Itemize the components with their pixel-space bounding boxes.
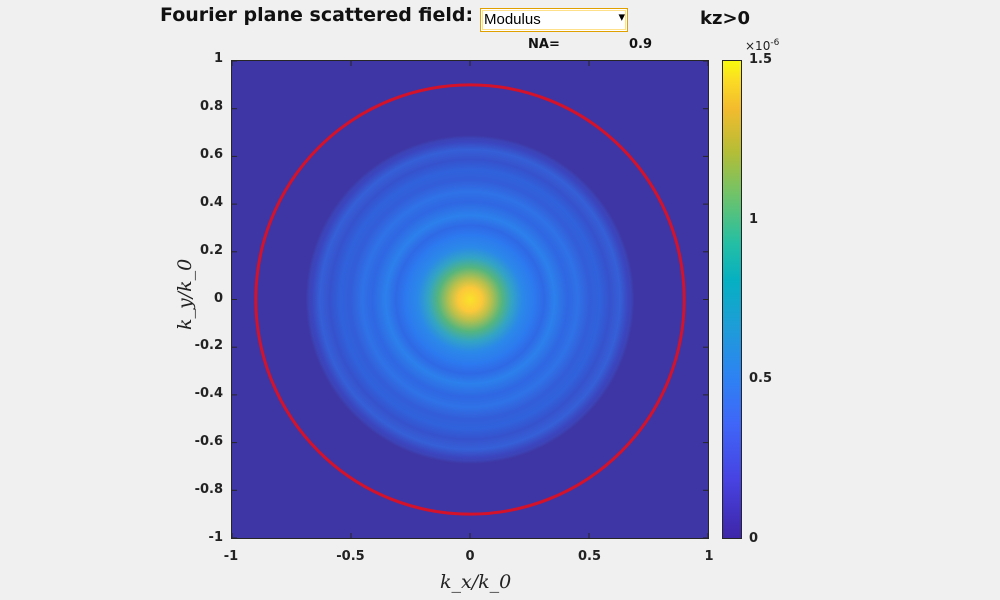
chevron-down-icon: ▾ [618,9,625,24]
x-tick-label: 1 [704,549,714,564]
colorbar-tick-label: 0 [749,531,759,546]
colorbar-exponent: ×10-6 [745,38,779,53]
colorbar-exponent-base: ×10 [745,39,771,53]
mode-dropdown[interactable]: Modulus ▾ [480,8,628,32]
y-tick-label: 0 [213,290,223,306]
y-tick-label: 0.2 [199,242,223,258]
y-tick-label: -1 [208,530,223,545]
y-tick-label: -0.2 [194,338,223,354]
x-axis-label: k_x/k_0 [440,571,512,593]
x-tick-label: 0 [465,549,475,564]
y-tick-label: -0.4 [194,386,223,402]
y-tick-label: 0.4 [199,194,223,210]
y-tick-label: 0.8 [199,98,223,114]
colorbar-tick-label: 1.5 [749,52,773,67]
y-axis-label: k_y/k_0 [174,258,196,330]
kz-label: kz>0 [700,8,751,29]
x-tick-label: 0.5 [577,549,602,564]
colorbar [722,60,742,539]
colorbar-tick-label: 0.5 [749,371,773,387]
fourier-heatmap[interactable] [231,60,709,539]
na-circle [254,83,686,516]
y-tick-label: 1 [213,51,223,66]
x-tick-label: -1 [223,549,239,564]
x-tick-label: -0.5 [336,549,365,564]
na-label: NA= [528,37,560,52]
colorbar-tick-label: 1 [749,211,759,227]
mode-dropdown-value: Modulus [484,11,541,28]
y-tick-label: 0.6 [199,146,223,162]
y-tick-label: -0.6 [194,434,223,450]
panel-title: Fourier plane scattered field: [160,4,474,26]
na-value: 0.9 [629,37,653,52]
y-tick-label: -0.8 [194,482,223,498]
colorbar-exponent-power: -6 [770,38,780,48]
plot-overlay [232,61,708,538]
